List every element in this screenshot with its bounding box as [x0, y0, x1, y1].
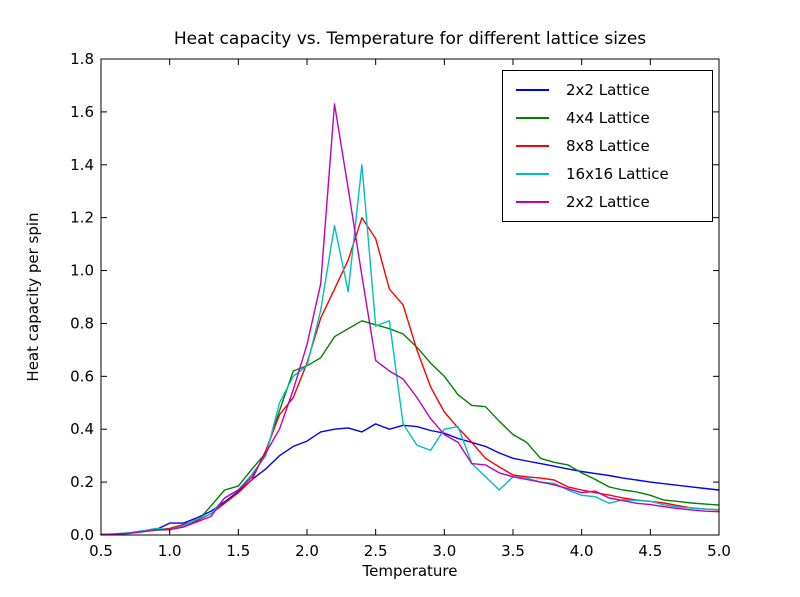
x-tick-label: 4.0 [570, 542, 594, 560]
legend-entry-label: 2x2 Lattice [566, 192, 650, 211]
x-axis-label: Temperature [362, 562, 458, 580]
x-tick-label: 4.5 [638, 542, 662, 560]
y-tick-label: 0.8 [70, 314, 94, 332]
x-tick-label: 3.5 [501, 542, 525, 560]
y-tick-label: 0.2 [70, 473, 94, 491]
y-axis-label: Heat capacity per spin [24, 212, 42, 382]
legend: 2x2 Lattice 4x4 Lattice 8x8 Lattice 16x1… [502, 70, 713, 222]
plot-frame [100, 58, 720, 536]
legend-entry-label: 16x16 Lattice [566, 164, 669, 183]
x-tick-label: 2.5 [364, 542, 388, 560]
legend-line-sample-blue [516, 89, 549, 91]
series-line-1 [100, 320, 720, 536]
x-tick-label: 5.0 [707, 542, 731, 560]
legend-entry: 16x16 Lattice [516, 164, 708, 183]
legend-entry-label: 4x4 Lattice [566, 108, 650, 127]
x-tick-label: 1.0 [158, 542, 182, 560]
legend-entry: 2x2 Lattice [516, 80, 708, 99]
legend-entry-label: 8x8 Lattice [566, 136, 650, 155]
x-tick-label: 1.5 [226, 542, 250, 560]
y-tick-label: 1.0 [70, 262, 94, 280]
y-tick-label: 1.2 [70, 209, 94, 227]
y-tick-label: 1.8 [70, 50, 94, 68]
legend-entry: 8x8 Lattice [516, 136, 708, 155]
series-line-2 [100, 216, 720, 536]
y-tick-label: 0.0 [70, 526, 94, 544]
legend-entry: 2x2 Lattice [516, 192, 708, 211]
legend-line-sample-green [516, 117, 549, 119]
y-tick-label: 0.4 [70, 420, 94, 438]
series-line-0 [100, 423, 720, 536]
legend-entry: 4x4 Lattice [516, 108, 708, 127]
legend-line-sample-red [516, 145, 549, 147]
legend-line-sample-magenta [516, 201, 549, 203]
series-line-4 [100, 103, 720, 536]
legend-line-sample-cyan [516, 173, 549, 175]
y-tick-label: 1.4 [70, 156, 94, 174]
legend-entry-label: 2x2 Lattice [566, 80, 650, 99]
y-tick-label: 1.6 [70, 103, 94, 121]
x-tick-label: 0.5 [89, 542, 113, 560]
series-line-3 [100, 164, 720, 536]
x-tick-label: 2.0 [295, 542, 319, 560]
x-tick-label: 3.0 [432, 542, 456, 560]
y-tick-label: 0.6 [70, 367, 94, 385]
chart-title: Heat capacity vs. Temperature for differ… [173, 29, 647, 49]
